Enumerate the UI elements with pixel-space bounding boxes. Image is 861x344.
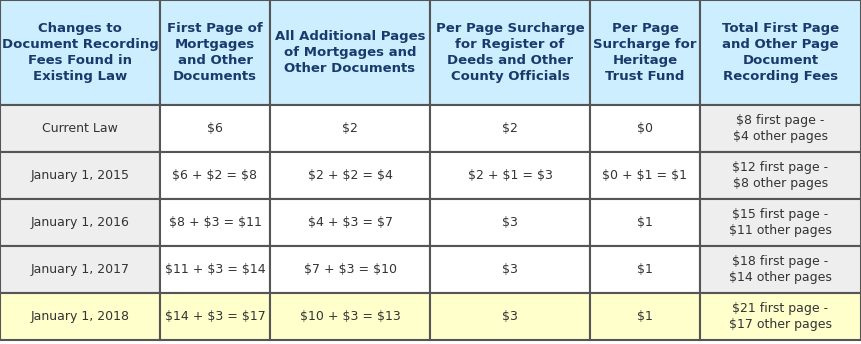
Text: $12 first page -
$8 other pages: $12 first page - $8 other pages (733, 161, 828, 190)
Bar (590, 199, 700, 246)
Bar (590, 246, 700, 293)
Text: $6: $6 (207, 122, 223, 135)
Text: $0: $0 (637, 122, 653, 135)
Bar (160, 293, 270, 340)
Bar (700, 105, 861, 152)
Bar (160, 246, 270, 293)
Bar (700, 152, 861, 199)
Bar (590, 0, 700, 105)
Bar (270, 246, 430, 293)
Text: January 1, 2017: January 1, 2017 (30, 263, 129, 276)
Text: $4 + $3 = $7: $4 + $3 = $7 (307, 216, 393, 229)
Text: $2 + $2 = $4: $2 + $2 = $4 (307, 169, 393, 182)
Bar (160, 199, 270, 246)
Bar (160, 105, 270, 152)
Text: Total First Page
and Other Page
Document
Recording Fees: Total First Page and Other Page Document… (722, 22, 839, 83)
Bar (270, 293, 430, 340)
Text: January 1, 2016: January 1, 2016 (30, 216, 129, 229)
Text: $3: $3 (502, 263, 518, 276)
Bar (430, 199, 590, 246)
Bar (270, 105, 430, 152)
Text: $8 + $3 = $11: $8 + $3 = $11 (169, 216, 262, 229)
Text: January 1, 2015: January 1, 2015 (30, 169, 129, 182)
Text: $7 + $3 = $10: $7 + $3 = $10 (303, 263, 397, 276)
Text: $2 + $1 = $3: $2 + $1 = $3 (468, 169, 553, 182)
Text: $2: $2 (342, 122, 358, 135)
Bar (0, 105, 160, 152)
Bar (270, 152, 430, 199)
Text: Per Page
Surcharge for
Heritage
Trust Fund: Per Page Surcharge for Heritage Trust Fu… (593, 22, 697, 83)
Bar (700, 0, 861, 105)
Bar (430, 0, 590, 105)
Bar (0, 199, 160, 246)
Text: $14 + $3 = $17: $14 + $3 = $17 (164, 310, 265, 323)
Text: All Additional Pages
of Mortgages and
Other Documents: All Additional Pages of Mortgages and Ot… (275, 30, 425, 75)
Bar (0, 152, 160, 199)
Text: $3: $3 (502, 216, 518, 229)
Text: Changes to
Document Recording
Fees Found in
Existing Law: Changes to Document Recording Fees Found… (2, 22, 158, 83)
Text: $2: $2 (502, 122, 518, 135)
Text: $18 first page -
$14 other pages: $18 first page - $14 other pages (729, 255, 832, 284)
Text: $6 + $2 = $8: $6 + $2 = $8 (172, 169, 257, 182)
Text: Current Law: Current Law (42, 122, 118, 135)
Bar (590, 293, 700, 340)
Text: $1: $1 (637, 263, 653, 276)
Bar (430, 293, 590, 340)
Bar (0, 246, 160, 293)
Bar (700, 246, 861, 293)
Bar (160, 0, 270, 105)
Text: $15 first page -
$11 other pages: $15 first page - $11 other pages (729, 208, 832, 237)
Bar (270, 199, 430, 246)
Bar (160, 152, 270, 199)
Text: $1: $1 (637, 310, 653, 323)
Text: $10 + $3 = $13: $10 + $3 = $13 (300, 310, 400, 323)
Bar (590, 105, 700, 152)
Text: $1: $1 (637, 216, 653, 229)
Text: $8 first page -
$4 other pages: $8 first page - $4 other pages (733, 114, 828, 143)
Bar (430, 152, 590, 199)
Text: $0 + $1 = $1: $0 + $1 = $1 (603, 169, 687, 182)
Bar (700, 293, 861, 340)
Bar (0, 293, 160, 340)
Bar (700, 199, 861, 246)
Bar (430, 246, 590, 293)
Text: First Page of
Mortgages
and Other
Documents: First Page of Mortgages and Other Docume… (167, 22, 263, 83)
Text: $3: $3 (502, 310, 518, 323)
Bar (270, 0, 430, 105)
Bar (590, 152, 700, 199)
Text: $11 + $3 = $14: $11 + $3 = $14 (164, 263, 265, 276)
Bar (0, 0, 160, 105)
Bar (430, 105, 590, 152)
Text: $21 first page -
$17 other pages: $21 first page - $17 other pages (729, 302, 832, 331)
Text: Per Page Surcharge
for Register of
Deeds and Other
County Officials: Per Page Surcharge for Register of Deeds… (436, 22, 585, 83)
Text: January 1, 2018: January 1, 2018 (30, 310, 129, 323)
